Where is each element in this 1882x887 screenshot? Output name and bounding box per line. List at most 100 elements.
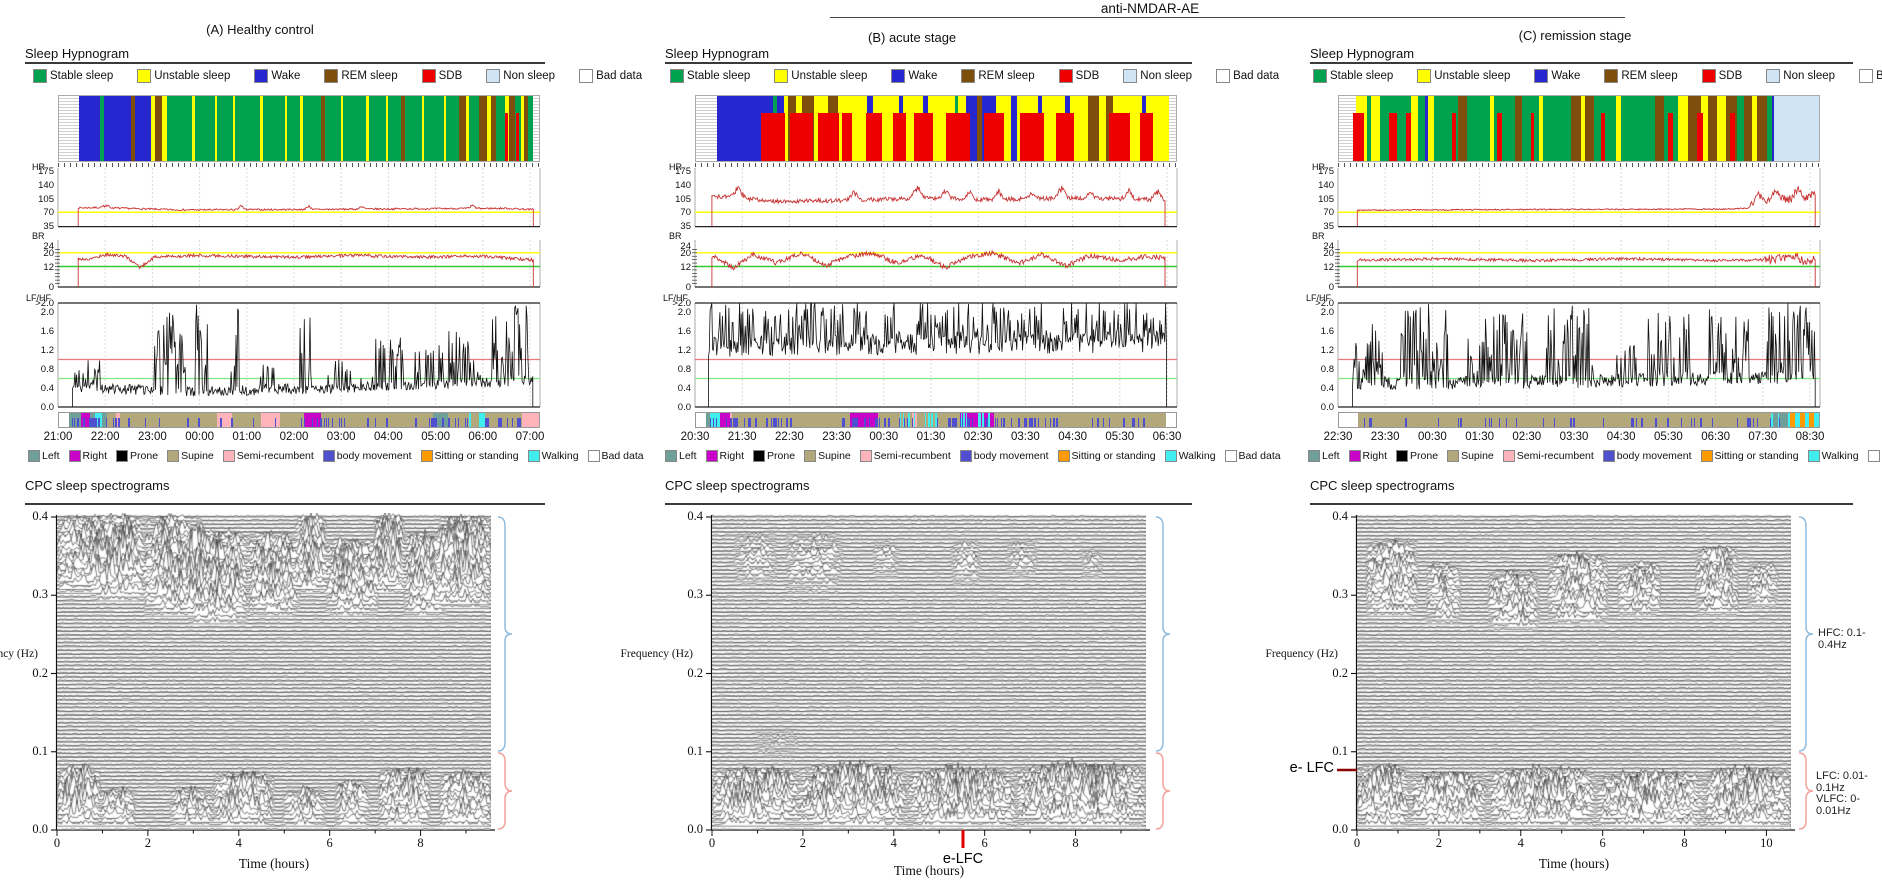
position-legend-swatch bbox=[1057, 450, 1070, 462]
legend-swatch bbox=[1859, 69, 1874, 83]
movement-tick bbox=[781, 418, 783, 427]
panel-title: (C) remission stage bbox=[1518, 28, 1632, 43]
legend-label: Bad data bbox=[1233, 70, 1280, 82]
spec-x-tick-label: 4 bbox=[235, 836, 242, 850]
position-legend-label: Walking bbox=[1821, 450, 1859, 462]
hr-tick-label: 105 bbox=[675, 193, 691, 205]
position-legend-item: Right bbox=[68, 450, 107, 462]
movement-tick bbox=[428, 418, 431, 427]
legend-swatch bbox=[1701, 69, 1716, 83]
time-tick-label: 22:30 bbox=[1323, 431, 1353, 443]
br-tick-label: 12 bbox=[680, 261, 691, 273]
legend-label: REM sleep bbox=[978, 70, 1035, 82]
walking-tick bbox=[711, 413, 713, 427]
movement-tick bbox=[1143, 418, 1145, 427]
movement-tick bbox=[144, 418, 146, 427]
hypnogram-sdb-overlay bbox=[1108, 112, 1131, 161]
hypnogram-sdb-overlay bbox=[1389, 112, 1398, 161]
movement-tick bbox=[386, 418, 388, 427]
legend-swatch bbox=[324, 69, 339, 83]
hr-tick-label: 105 bbox=[38, 193, 54, 205]
sleep-hypnogram-heading: Sleep Hypnogram bbox=[25, 46, 130, 61]
freq-tick-label: 0.3 bbox=[32, 587, 48, 602]
position-legend-label: Bad data bbox=[601, 450, 644, 462]
lfhf-tick-label: 2.0 bbox=[677, 307, 691, 318]
hypnogram-segment-unstable bbox=[192, 96, 196, 161]
position-legend-item: Bad data bbox=[1867, 450, 1882, 462]
lfhf-tick-label: 1.2 bbox=[40, 345, 54, 356]
spec-x-tick-label: 8 bbox=[417, 836, 424, 850]
position-legend-item: Prone bbox=[1396, 450, 1438, 462]
elfc-label: e- LFC bbox=[1289, 760, 1334, 776]
walking-tick bbox=[483, 413, 485, 427]
time-tick-label: 03:00 bbox=[326, 431, 356, 443]
position-segment-bad bbox=[696, 413, 706, 427]
hypnogram-segment-unstable bbox=[1371, 96, 1380, 161]
movement-tick bbox=[498, 418, 500, 427]
movement-tick bbox=[327, 418, 330, 427]
time-tick-label: 02:30 bbox=[963, 431, 993, 443]
spec-x-tick-label: 6 bbox=[1599, 836, 1606, 850]
position-legend-label: Sitting or standing bbox=[1714, 450, 1799, 462]
position-legend-label: body movement bbox=[1616, 450, 1692, 462]
movement-tick bbox=[1515, 418, 1517, 427]
walking-tick bbox=[479, 413, 482, 427]
movement-tick bbox=[415, 418, 417, 427]
movement-tick bbox=[435, 418, 438, 427]
hfc-bracket bbox=[1155, 516, 1171, 752]
position-segment-sitstand bbox=[1799, 413, 1805, 427]
hypnogram-bar bbox=[1338, 95, 1820, 162]
br-trace bbox=[711, 249, 1166, 287]
legend-label: Non sleep bbox=[1140, 70, 1193, 82]
position-legend-swatch bbox=[959, 450, 972, 462]
legend-swatch bbox=[1417, 69, 1432, 83]
position-legend-item: Semi-recumbent bbox=[1502, 450, 1594, 462]
movement-tick bbox=[311, 418, 313, 427]
legend-item: Non sleep bbox=[1123, 69, 1192, 83]
position-segment-sitstand bbox=[1809, 413, 1815, 427]
movement-tick bbox=[960, 418, 962, 427]
position-legend-label: Right bbox=[719, 450, 745, 462]
spec-x-tick-label: 0 bbox=[1353, 836, 1361, 850]
position-segment-sitstand bbox=[1790, 413, 1795, 427]
time-tick-label: 05:30 bbox=[1654, 431, 1683, 443]
hypnogram-segment-stable bbox=[1417, 96, 1425, 161]
walking-tick bbox=[908, 413, 910, 427]
position-segment-left bbox=[705, 413, 711, 427]
time-tick-label: 04:00 bbox=[374, 431, 403, 443]
hypnogram-segment-bad bbox=[533, 96, 539, 161]
movement-tick bbox=[986, 418, 988, 427]
legend-swatch bbox=[961, 69, 976, 83]
position-legend-item: Left bbox=[28, 450, 60, 462]
legend-swatch bbox=[1123, 69, 1138, 83]
movement-tick bbox=[73, 418, 76, 427]
movement-tick bbox=[1631, 418, 1633, 427]
movement-tick bbox=[755, 418, 757, 427]
hypnogram-tickstrip bbox=[58, 162, 540, 167]
hypnogram-segment-unstable bbox=[1069, 96, 1089, 161]
position-legend-label: Walking bbox=[541, 450, 579, 462]
freq-tick-label: 0.2 bbox=[32, 665, 48, 680]
movement-tick bbox=[730, 418, 732, 427]
hypnogram-segment-unstable bbox=[784, 96, 789, 161]
legend-item: Non sleep bbox=[1766, 69, 1835, 83]
hr-axis-label: HR bbox=[32, 162, 45, 172]
position-legend-swatch bbox=[527, 450, 540, 462]
hypnogram-segment-stable bbox=[1621, 96, 1656, 161]
position-legend-item: Sitting or standing bbox=[1057, 450, 1156, 462]
br-trace bbox=[77, 252, 534, 287]
movement-tick bbox=[1553, 418, 1556, 427]
spec-x-tick-label: 8 bbox=[1072, 836, 1079, 850]
position-legend-item: body movement bbox=[959, 450, 1049, 462]
legend-label: Wake bbox=[271, 70, 301, 82]
position-segment-supine bbox=[120, 413, 218, 427]
hypnogram-segment-unstable bbox=[487, 96, 492, 161]
position-legend-item: Semi-recumbent bbox=[859, 450, 951, 462]
time-tick-label: 23:00 bbox=[138, 431, 167, 443]
hypnogram-segment-rem bbox=[1585, 96, 1595, 161]
legend-item: Unstable sleep bbox=[1417, 69, 1510, 83]
position-legend-item: Left bbox=[1308, 450, 1340, 462]
movement-tick bbox=[1131, 418, 1134, 427]
position-legend: Left Right Prone Supine Semi-recumbent body m… bbox=[28, 450, 653, 462]
position-legend-swatch bbox=[322, 450, 335, 462]
